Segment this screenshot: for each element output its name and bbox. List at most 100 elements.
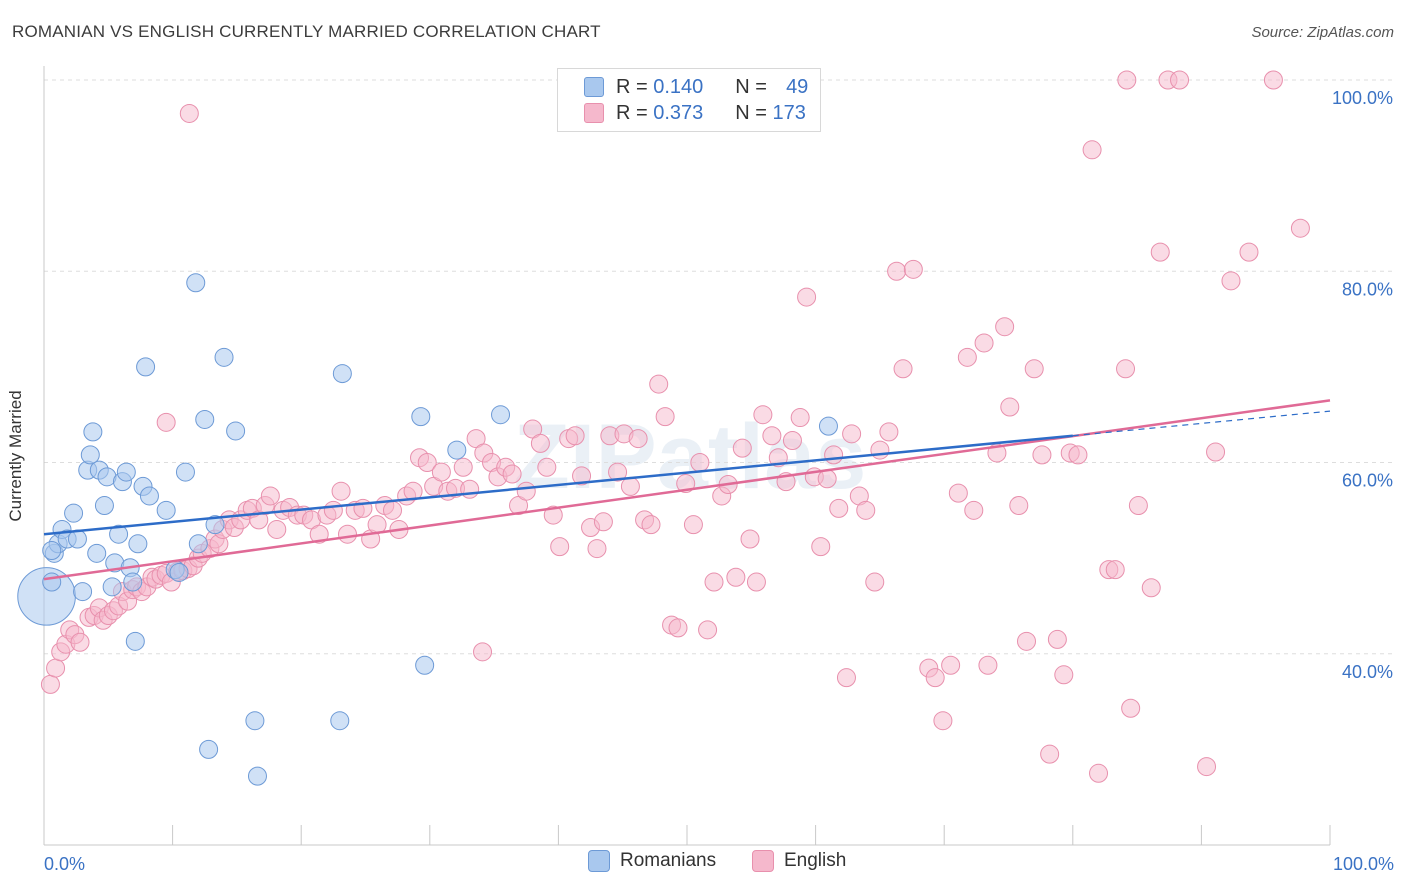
english-point (1121, 698, 1141, 718)
romanians-trend-line (43, 434, 1073, 536)
english-point (628, 429, 648, 449)
english-point (1117, 70, 1137, 90)
english-point (797, 287, 817, 307)
english-point (903, 259, 923, 279)
english-point (668, 618, 688, 638)
english-point (608, 462, 628, 482)
english-point (1068, 445, 1088, 465)
english-point (879, 422, 899, 442)
english-point (267, 519, 287, 539)
english-point (1024, 359, 1044, 379)
ticks (43, 825, 1331, 845)
english-points (40, 70, 1310, 783)
legend-row-romanians: R = 0.140 N = 49 (584, 75, 808, 99)
stats-legend: R = 0.140 N = 49 R = 0.373 N = 173 (557, 68, 821, 132)
romanian-point (175, 462, 195, 482)
romanian-point (109, 524, 129, 544)
romanians-legend-label: Romanians (620, 850, 717, 871)
english-point (842, 424, 862, 444)
english-point (732, 438, 752, 458)
trend-lines (43, 399, 1331, 581)
romanian-point (94, 496, 114, 516)
english-point (768, 448, 788, 468)
english-point (431, 462, 451, 482)
english-point (824, 445, 844, 465)
english-legend-swatch (752, 850, 774, 872)
english-point (957, 347, 977, 367)
english-point (460, 479, 480, 499)
english-point (704, 572, 724, 592)
y-tick-label: 40.0% (1342, 662, 1393, 682)
english-point (1054, 665, 1074, 685)
english-point (383, 500, 403, 520)
english-point (1000, 397, 1020, 417)
english-point (1105, 560, 1125, 580)
romanian-point (188, 534, 208, 554)
english-point (309, 524, 329, 544)
romanian-point (136, 357, 156, 377)
romanian-point (205, 515, 225, 535)
romanian-point (156, 500, 176, 520)
english-point (323, 500, 343, 520)
english-point (1116, 359, 1136, 379)
source-credit: Source: ZipAtlas.com (1251, 24, 1394, 41)
english-trend-line (43, 399, 1331, 581)
english-point (964, 500, 984, 520)
romanian-point (411, 407, 431, 427)
romanian-point (102, 577, 122, 597)
romanian-point (199, 739, 219, 759)
romanian-point (73, 582, 93, 602)
y-tick-label: 60.0% (1342, 471, 1393, 491)
y-tick-label: 100.0% (1332, 88, 1393, 108)
english-point (676, 474, 696, 494)
english-point (856, 500, 876, 520)
chart-title: ROMANIAN VS ENGLISH CURRENTLY MARRIED CO… (12, 22, 601, 41)
romanian-point (87, 543, 107, 563)
x-tick-label-max: 100.0% (1333, 854, 1394, 874)
romanian-point (818, 416, 838, 436)
english-point (473, 642, 493, 662)
english-point (1009, 496, 1029, 516)
romanian-point (169, 562, 189, 582)
r-label: R = (616, 101, 648, 124)
y-axis-label: Currently Married (6, 390, 25, 522)
english-point (974, 333, 994, 353)
english-point (649, 374, 669, 394)
english-point (40, 674, 60, 694)
x-tick-label-min: 0.0% (44, 854, 85, 874)
english-point (543, 505, 563, 525)
english-point (1047, 629, 1067, 649)
romanian-point (80, 445, 100, 465)
english-point (593, 512, 613, 532)
bottom-legend-english: English (752, 850, 846, 872)
english-point (502, 464, 522, 484)
romanian-point (226, 421, 246, 441)
english-point (948, 483, 968, 503)
english-point (865, 572, 885, 592)
english-point (641, 515, 661, 535)
romanians-legend-swatch (588, 850, 610, 872)
romanian-point (42, 572, 62, 592)
english-point (925, 668, 945, 688)
english-point (995, 317, 1015, 337)
r-value: 0.373 (653, 101, 704, 124)
english-legend-label: English (784, 850, 847, 871)
english-point (1089, 763, 1109, 783)
english-point (70, 632, 90, 652)
english-point (1290, 218, 1310, 238)
romanian-point (491, 405, 511, 425)
english-point (1017, 631, 1037, 651)
romanian-point (128, 534, 148, 554)
english-point (941, 655, 961, 675)
english-swatch (584, 103, 604, 123)
n-value: 173 (772, 101, 806, 124)
english-point (1239, 242, 1259, 262)
english-point (1263, 70, 1283, 90)
romanian-point (195, 409, 215, 429)
english-point (1221, 271, 1241, 291)
n-label: N = (735, 75, 767, 98)
grid (44, 79, 1394, 655)
romanian-point (64, 503, 84, 523)
english-point (1170, 70, 1190, 90)
